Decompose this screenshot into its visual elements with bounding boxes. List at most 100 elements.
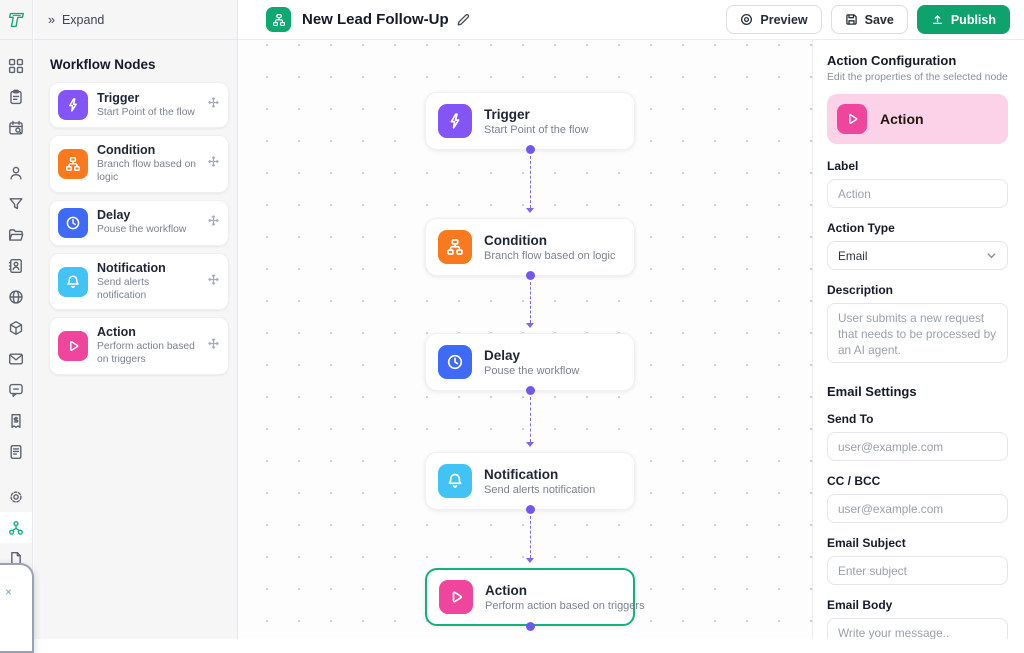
eye-icon xyxy=(741,13,753,26)
edit-pencil-icon[interactable] xyxy=(456,13,470,27)
node-title: Trigger xyxy=(97,90,140,105)
user-icon[interactable] xyxy=(0,157,32,188)
document-lines-icon[interactable] xyxy=(0,436,32,467)
node-title: Action xyxy=(97,325,136,340)
globe-icon[interactable] xyxy=(0,281,32,312)
canvas-node-condition[interactable]: Condition Branch flow based on logic xyxy=(425,218,635,276)
flow-canvas[interactable]: Trigger Start Point of the flow Condition… xyxy=(238,40,812,639)
app-logo[interactable] xyxy=(0,0,32,40)
drag-handle-icon[interactable] xyxy=(207,214,220,232)
canvas-node-trigger[interactable]: Trigger Start Point of the flow xyxy=(425,92,635,150)
connector-port[interactable] xyxy=(525,145,535,154)
workflow-icon[interactable] xyxy=(0,512,32,543)
node-subtitle: Send alerts notification xyxy=(97,276,150,301)
send-to-input[interactable] xyxy=(827,432,1008,461)
canvas-node-notification[interactable]: Notification Send alerts notification xyxy=(425,452,635,510)
panel-title: Workflow Nodes xyxy=(50,57,156,72)
config-title: Action Configuration xyxy=(827,53,957,68)
save-disk-icon xyxy=(845,14,857,25)
cc-bcc-label: CC / BCC xyxy=(827,474,881,488)
node-title: Condition xyxy=(484,232,547,248)
palette-node-notification[interactable]: Notification Send alerts notification xyxy=(49,252,229,311)
clock-icon xyxy=(58,207,88,238)
node-subtitle: Perform action based on triggers xyxy=(485,599,645,612)
connector-port[interactable] xyxy=(525,622,535,631)
connector-arrow xyxy=(526,323,534,328)
canvas-node-action-selected[interactable]: Action Perform action based on triggers xyxy=(425,568,645,626)
connector-arrow xyxy=(526,442,534,447)
email-settings-title: Email Settings xyxy=(827,384,917,399)
expand-label: Expand xyxy=(61,12,105,27)
email-subject-input[interactable] xyxy=(827,556,1008,585)
drag-handle-icon[interactable] xyxy=(207,273,220,291)
node-subtitle: Pouse the workflow xyxy=(97,224,187,236)
node-subtitle: Branch flow based on logic xyxy=(484,249,616,262)
contacts-book-icon[interactable] xyxy=(0,250,32,281)
email-body-label: Email Body xyxy=(827,598,893,612)
clock-icon xyxy=(438,345,472,379)
upload-icon xyxy=(932,15,942,25)
connector-port[interactable] xyxy=(525,271,535,280)
selected-node-banner: Action xyxy=(827,94,1008,144)
palette-node-delay[interactable]: Delay Pouse the workflow xyxy=(49,199,229,246)
node-title: Delay xyxy=(484,347,521,363)
connector-arrow xyxy=(526,558,534,563)
connector-port[interactable] xyxy=(525,505,535,514)
action-type-label: Action Type xyxy=(827,221,895,235)
node-subtitle: Branch flow based on logic xyxy=(97,159,197,183)
mail-icon[interactable] xyxy=(0,343,32,374)
lightning-icon xyxy=(58,90,88,120)
icon-rail xyxy=(0,0,33,639)
play-icon xyxy=(837,104,867,134)
play-icon xyxy=(439,580,473,614)
top-header: New Lead Follow-Up Preview Save Publish xyxy=(238,0,1024,40)
receipt-dollar-icon[interactable] xyxy=(0,405,32,436)
node-subtitle: Perform action based on triggers xyxy=(97,341,195,366)
close-icon[interactable]: × xyxy=(5,585,13,599)
node-title: Trigger xyxy=(484,106,530,122)
save-button[interactable]: Save xyxy=(830,5,908,34)
drag-handle-icon[interactable] xyxy=(207,337,220,355)
flow-connector xyxy=(529,516,531,558)
dashboard-grid-icon[interactable] xyxy=(0,50,32,81)
palette-node-condition[interactable]: Condition Branch flow based on logic xyxy=(49,135,229,193)
clipboard-icon[interactable] xyxy=(0,81,32,112)
preview-button[interactable]: Preview xyxy=(726,5,822,34)
calendar-search-icon[interactable] xyxy=(0,112,32,143)
canvas-node-delay[interactable]: Delay Pouse the workflow xyxy=(425,333,635,391)
email-subject-label: Email Subject xyxy=(827,536,906,550)
package-icon[interactable] xyxy=(0,312,32,343)
settings-gear-icon[interactable] xyxy=(0,481,32,512)
file-icon[interactable] xyxy=(0,543,32,574)
email-body-textarea[interactable] xyxy=(827,618,1008,639)
connector-port[interactable] xyxy=(525,386,535,395)
label-input[interactable] xyxy=(827,179,1008,208)
node-title: Notification xyxy=(97,260,166,275)
description-textarea[interactable]: User submits a new request that needs to… xyxy=(827,303,1008,363)
drag-handle-icon[interactable] xyxy=(207,96,220,114)
cc-bcc-input[interactable] xyxy=(827,494,1008,523)
banner-label: Action xyxy=(880,111,924,127)
corner-popup[interactable]: × xyxy=(0,563,34,653)
sitemap-icon xyxy=(438,230,472,264)
node-subtitle: Start Point of the flow xyxy=(484,123,589,136)
node-subtitle: Send alerts notification xyxy=(484,483,596,496)
palette-node-action[interactable]: Action Perform action based on triggers xyxy=(49,317,229,376)
config-subtitle: Edit the properties of the selected node xyxy=(827,72,1008,83)
flow-connector xyxy=(529,156,531,208)
chevron-down-icon xyxy=(987,253,996,259)
filter-icon[interactable] xyxy=(0,188,32,219)
lightning-icon xyxy=(438,104,472,138)
chat-icon[interactable] xyxy=(0,374,32,405)
workflow-title: New Lead Follow-Up xyxy=(302,11,449,28)
palette-node-trigger[interactable]: Trigger Start Point of the flow xyxy=(49,82,229,128)
flow-connector xyxy=(529,397,531,442)
action-type-select[interactable]: Email xyxy=(827,241,1008,270)
publish-button[interactable]: Publish xyxy=(916,5,1010,34)
node-subtitle: Pouse the workflow xyxy=(484,364,580,377)
folder-icon[interactable] xyxy=(0,219,32,250)
node-subtitle: Start Point of the flow xyxy=(97,106,195,118)
connector-arrow xyxy=(526,208,534,213)
expand-toggle[interactable]: » Expand xyxy=(34,0,237,40)
drag-handle-icon[interactable] xyxy=(207,155,220,173)
